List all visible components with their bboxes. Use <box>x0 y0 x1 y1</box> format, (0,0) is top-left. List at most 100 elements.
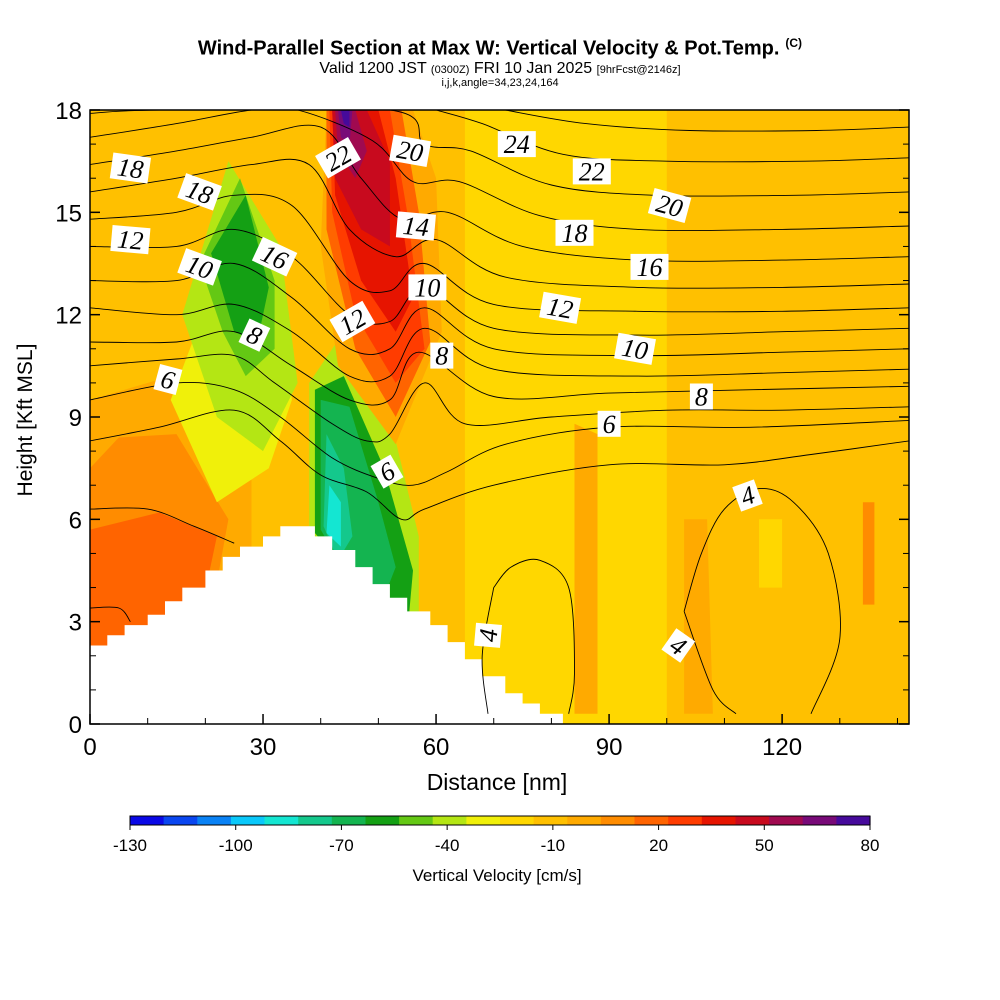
colorbar-tick-label: 50 <box>755 836 774 855</box>
contour-label: 8 <box>430 342 454 371</box>
theta-contour-line <box>90 193 909 313</box>
contour-label-text: 10 <box>620 333 651 366</box>
chart-title: Wind-Parallel Section at Max W: Vertical… <box>0 36 1000 61</box>
w-region <box>574 423 598 714</box>
x-tick-label: 120 <box>762 734 802 761</box>
contour-label: 18 <box>555 219 594 248</box>
colorbar-swatch <box>769 816 804 825</box>
theta-contour-line <box>90 158 909 289</box>
colorbar: -130 -100 -70 -40 -10 20 50 80 <box>113 815 879 855</box>
y-tick-label: 12 <box>55 303 82 330</box>
colorbar-swatch <box>500 816 535 825</box>
theta-contour-line <box>90 606 131 622</box>
y-tick-label: 15 <box>55 200 82 227</box>
contour-label-box <box>661 628 696 663</box>
contour-label-box <box>630 253 669 280</box>
contour-label-text: 24 <box>504 130 530 159</box>
contour-label-box <box>177 173 222 211</box>
terrain-polygon <box>90 526 563 724</box>
colorbar-swatch <box>365 816 400 825</box>
colorbar-tick-label: -40 <box>435 836 460 855</box>
terrain-mask <box>90 526 563 724</box>
contour-label-box <box>555 219 594 246</box>
contour-label: 20 <box>647 188 692 223</box>
theta-contour-line <box>90 110 909 232</box>
theta-contour-line <box>90 409 909 521</box>
contour-label-text: 16 <box>637 253 663 282</box>
contour-label-box <box>110 224 151 255</box>
contour-label-box <box>329 300 376 343</box>
contour-label-box <box>238 318 271 352</box>
chart-title-text: Wind-Parallel Section at Max W: Vertical… <box>197 37 780 60</box>
theta-contour-line <box>90 262 909 357</box>
theta-contour-line <box>683 611 737 715</box>
colorbar-swatch <box>802 816 837 825</box>
contour-label-text: 12 <box>545 292 576 325</box>
w-region <box>211 195 269 342</box>
valid-utc-label: (0300Z) <box>430 64 470 76</box>
contour-label: 12 <box>539 291 582 325</box>
axes: 0 30 60 90 120 0 3 6 9 12 15 18 <box>55 98 909 761</box>
colorbar-swatch <box>836 816 871 825</box>
contour-label: 20 <box>389 134 432 168</box>
y-tick-label: 6 <box>69 507 82 534</box>
contour-label-box <box>430 342 454 369</box>
contour-label-text: 6 <box>603 410 616 439</box>
w-region <box>464 110 667 724</box>
y-axis-label: Height [Kft MSL] <box>14 344 37 497</box>
colorbar-tick-label: -130 <box>113 836 147 855</box>
colorbar-label: Vertical Velocity [cm/s] <box>412 866 581 885</box>
colorbar-swatch <box>331 816 366 825</box>
theta-contour-line <box>90 110 909 197</box>
theta-contour-line <box>90 353 909 443</box>
contour-label: 4 <box>473 622 504 648</box>
colorbar-tick-label: -10 <box>541 836 566 855</box>
colorbar-tick-label: -70 <box>329 836 354 855</box>
contour-label: 16 <box>630 253 669 282</box>
theta-contour-line <box>493 558 575 714</box>
colorbar-swatch <box>197 816 232 825</box>
theta-contour-line <box>683 487 841 714</box>
contour-label-box <box>597 410 621 437</box>
colorbar-tick-label: -100 <box>219 836 253 855</box>
colorbar-swatch <box>567 816 602 825</box>
y-tick-label: 3 <box>69 610 82 637</box>
contour-label-box <box>109 152 152 184</box>
contour-label-box <box>614 332 656 365</box>
contour-label-text: 18 <box>115 152 145 184</box>
colorbar-swatch <box>130 816 165 825</box>
colorbar-swatch <box>163 816 198 825</box>
colorbar-tick-label: 20 <box>649 836 668 855</box>
valid-date-label: FRI 10 Jan 2025 <box>473 60 593 77</box>
x-tick-label: 0 <box>83 734 96 761</box>
theta-contour-line <box>505 110 909 132</box>
theta-contour-line <box>90 228 909 336</box>
colorbar-swatch <box>668 816 703 825</box>
contour-label: 8 <box>689 383 713 412</box>
contour-label: 22 <box>572 157 611 186</box>
contour-label-box <box>395 211 436 241</box>
contour-label: 4 <box>732 479 763 512</box>
x-tick-label: 60 <box>423 734 450 761</box>
contour-label: 6 <box>153 363 183 396</box>
grid-indices-label: i,j,k,angle=34,23,24,164 <box>441 77 559 89</box>
contour-label-text: 4 <box>473 628 503 643</box>
colorbar-swatch <box>230 816 266 825</box>
contour-label: 10 <box>614 332 656 366</box>
contour-label-text: 20 <box>395 135 426 168</box>
contour-label-box <box>408 274 447 301</box>
contour-label-box <box>689 383 713 410</box>
w-region <box>326 485 341 547</box>
contour-label: 24 <box>497 130 536 159</box>
contour-label-box <box>370 454 404 489</box>
contour-label-text: 8 <box>695 383 708 412</box>
contour-label: 18 <box>109 152 152 185</box>
colorbar-swatch <box>264 816 299 825</box>
theta-contour-line <box>90 381 909 486</box>
contour-label-box <box>389 134 432 168</box>
chart-subtitle: Valid 1200 JST (0300Z) FRI 10 Jan 2025 [… <box>0 60 1000 78</box>
contour-label: 10 <box>408 273 447 302</box>
colorbar-swatch <box>432 816 467 825</box>
colorbar-swatch <box>634 816 669 825</box>
